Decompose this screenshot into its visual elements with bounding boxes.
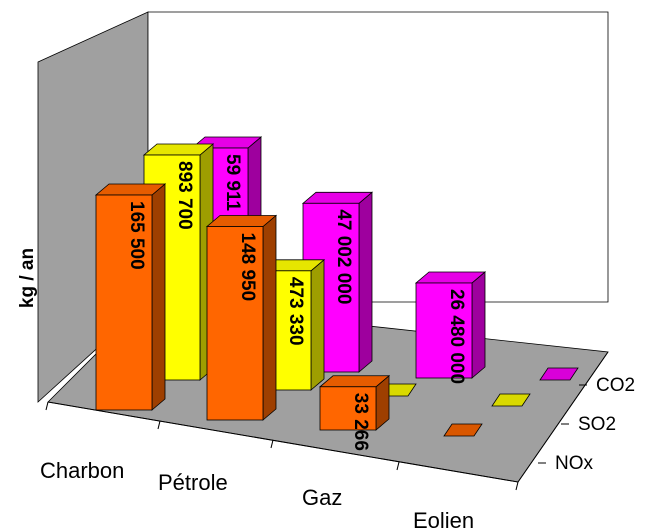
series-labels: NOx SO2 CO2 [555,375,635,474]
category-labels: Charbon Pétrole Gaz Eolien [40,458,474,532]
series-axis [517,351,609,483]
axis-ticks [45,384,587,491]
bar-co2-2: 26 480 000 [414,271,487,384]
bar-nox-0: 165 500 [94,183,167,411]
y-axis-label: kg / an [17,248,38,308]
category-label: Pétrole [158,470,228,495]
value-label: 47 002 000 [333,209,354,304]
value-label: 165 500 [126,201,147,270]
bar-nox-2: 33 266 [318,374,391,451]
value-label: 148 950 [237,233,258,302]
bar-nox-1: 148 950 [205,214,278,421]
series-label-co2: CO2 [596,375,635,396]
category-label: Gaz [302,485,342,510]
category-axis [47,401,519,483]
series-label-nox: NOx [555,453,594,474]
value-label: 893 700 [174,161,195,230]
value-label: 33 266 [350,393,371,451]
bar-so2-3 [491,393,531,407]
value-label: 473 330 [285,277,306,346]
series-label-so2: SO2 [578,414,616,435]
value-label: 26 480 000 [446,289,467,384]
category-label: Eolien [413,508,474,532]
bar-nox-3 [443,423,483,437]
category-label: Charbon [40,458,124,483]
bar-co2-3 [539,367,579,381]
